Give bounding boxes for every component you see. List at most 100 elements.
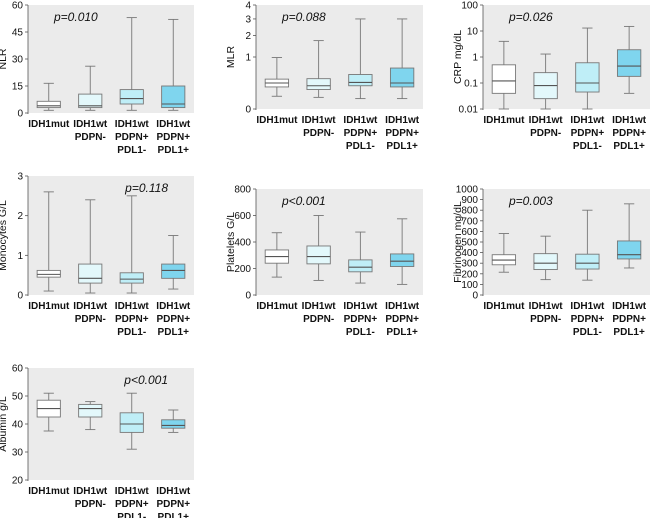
box-2 [119, 392, 144, 450]
box-3 [161, 235, 186, 290]
y-tick-label: 0 [472, 291, 478, 302]
panel-4: 0 200 400 600 800 Platelets G/L p<0.001 IDH1mut… [225, 185, 423, 338]
y-tick-label: 2 [245, 31, 251, 42]
p-value: p<0.001 [123, 373, 168, 387]
category-label: PDL1+ [158, 327, 190, 338]
category-label: IDH1mut [256, 115, 298, 126]
y-tick-label: 0 [245, 105, 251, 116]
y-tick-label: 1000 [456, 185, 479, 196]
category-label: IDH1mut [28, 301, 70, 312]
box-iqr [348, 74, 373, 87]
category-label: PDPN- [75, 499, 106, 510]
y-tick-label: 600 [461, 227, 478, 238]
category-label: IDH1mut [28, 119, 70, 130]
y-tick-label: 600 [234, 211, 251, 222]
category-label: PDL1- [346, 327, 375, 338]
y-tick-label: 20 [12, 476, 24, 487]
category-label: PDPN+ [571, 314, 605, 325]
box-2 [348, 18, 373, 100]
p-value: p<0.001 [281, 194, 326, 208]
category-label: PDPN+ [115, 132, 149, 143]
box-3 [161, 18, 186, 111]
box-iqr [78, 93, 103, 109]
p-value: p=0.088 [281, 10, 326, 24]
box-1 [78, 199, 103, 294]
box-iqr [119, 412, 144, 433]
box-iqr [575, 62, 600, 93]
category-label: PDL1- [346, 141, 375, 152]
y-tick-label: 2 [17, 211, 23, 222]
category-label: PDL1- [573, 141, 602, 152]
box-2 [119, 17, 144, 111]
y-tick-label: 0.1 [464, 79, 478, 90]
box-iqr [575, 253, 600, 270]
y-tick-label: 45 [12, 28, 24, 39]
p-value: p=0.026 [508, 10, 553, 24]
category-label: IDH1wt [343, 115, 378, 126]
y-tick-label: 0 [245, 291, 251, 302]
box-iqr [36, 100, 61, 109]
box-iqr [491, 64, 517, 94]
category-label: IDH1wt [115, 119, 150, 130]
category-label: PDL1+ [158, 145, 190, 156]
y-tick-label: 0.01 [459, 105, 479, 116]
category-label: PDPN+ [156, 132, 190, 143]
box-1 [533, 53, 558, 110]
y-axis-title: Fibrinogen mg/dL [452, 201, 464, 283]
y-tick-label: 800 [234, 185, 251, 196]
y-tick-label: 3 [245, 14, 251, 25]
category-label: PDL1+ [613, 327, 645, 338]
y-tick-label: 1 [472, 53, 478, 64]
y-axis-title: MLR [225, 45, 237, 68]
box-iqr [389, 67, 415, 88]
box-3 [389, 18, 415, 100]
box-3 [161, 409, 186, 433]
y-tick-label: 1 [245, 53, 251, 64]
box-0 [36, 392, 61, 432]
category-label: IDH1wt [570, 301, 605, 312]
y-tick-label: 0 [17, 291, 23, 302]
category-label: PDL1+ [386, 327, 418, 338]
category-label: IDH1wt [115, 486, 150, 497]
y-axis-title: NLR [0, 48, 9, 69]
category-label: IDH1mut [483, 115, 525, 126]
category-label: IDH1wt [343, 301, 378, 312]
y-tick-label: 50 [12, 392, 24, 403]
y-axis-title: Platelets G/L [225, 212, 237, 272]
category-label: PDPN+ [115, 499, 149, 510]
category-label: PDPN- [75, 132, 106, 143]
y-tick-label: 10 [467, 27, 479, 38]
y-tick-label: 60 [12, 1, 24, 12]
category-label: PDL1- [573, 327, 602, 338]
y-tick-label: 900 [461, 195, 478, 206]
box-0 [264, 232, 290, 278]
category-label: PDPN+ [385, 128, 419, 139]
category-label: IDH1mut [256, 301, 298, 312]
category-label: PDL1+ [386, 141, 418, 152]
box-iqr [161, 263, 186, 279]
category-label: PDPN+ [612, 314, 646, 325]
category-label: PDPN+ [385, 314, 419, 325]
box-0 [491, 40, 517, 110]
category-label: PDPN+ [156, 314, 190, 325]
category-label: PDPN+ [344, 128, 378, 139]
y-tick-label: 700 [461, 216, 478, 227]
panel-1: 0 1 2 3 4 MLR p=0.088 IDH1mut IDH1wt PDPN- IDH1wt P… [225, 1, 423, 152]
category-label: PDPN- [530, 314, 561, 325]
category-label: PDPN- [303, 314, 334, 325]
category-label: IDH1wt [529, 301, 564, 312]
box-iqr [119, 272, 144, 284]
y-tick-label: 400 [461, 248, 478, 259]
category-label: IDH1wt [570, 115, 605, 126]
y-tick-label: 30 [12, 448, 24, 459]
y-tick-label: 200 [461, 269, 478, 280]
category-label: IDH1mut [483, 301, 525, 312]
p-value: p=0.003 [508, 194, 553, 208]
box-1 [306, 215, 331, 281]
y-tick-label: 100 [461, 280, 478, 291]
box-2 [348, 231, 373, 284]
box-2 [575, 209, 600, 281]
y-tick-label: 200 [234, 264, 251, 275]
